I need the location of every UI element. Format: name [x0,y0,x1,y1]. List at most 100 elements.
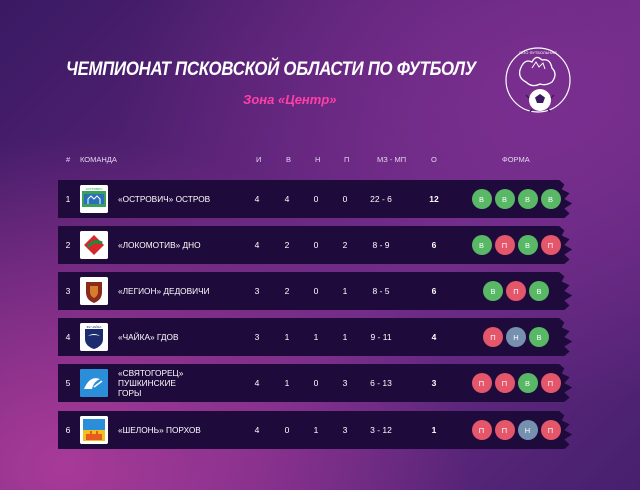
team-name: «ЛЕГИОН» ДЕДОВИЧИ [118,272,238,310]
table-row: 1 ОСТРОВИЧ «ОСТРОВИЧ» ОСТРОВ 4 4 0 0 22 - 6 12 В В… [58,180,580,218]
col-played: И [256,155,262,164]
position: 5 [65,378,71,388]
col-pos: # [66,155,71,164]
played: 3 [254,332,260,342]
col-team: КОМАНДА [80,155,117,164]
lost: 0 [342,194,348,204]
col-form: ФОРМА [502,155,530,164]
team-logo-label: ФК ЧАЙКА [87,325,102,329]
form-result-badge: В [471,189,492,209]
drawn: 0 [313,240,319,250]
team-logo: ОСТРОВИЧ [80,185,108,213]
header: ЧЕМПИОНАТ ПСКОВСКОЙ ОБЛАСТИ ПО ФУТБОЛУ З… [0,0,640,130]
form-result-badge: П [540,420,561,440]
form-result-badge: П [483,327,503,347]
won: 2 [284,240,290,250]
position: 2 [65,240,71,250]
row-background [58,272,573,310]
form-result-badge: В [540,189,561,209]
won: 1 [284,378,290,388]
form-result-badge: П [471,373,492,393]
form-result-badge: В [529,327,549,347]
goals: 8 - 9 [372,240,390,250]
team-name-text: «ЛЕГИОН» ДЕДОВИЧИ [118,286,210,296]
logo-text: ПОО ФУТБОЛЬНАЯ [519,50,557,55]
drawn: 0 [313,378,319,388]
goals: 3 - 12 [370,425,392,435]
team-name-text: «ШЕЛОНЬ» ПОРХОВ [118,425,201,435]
team-name: «ЧАЙКА» ГДОВ [118,318,238,356]
won: 1 [284,332,290,342]
position: 3 [65,286,71,296]
team-name-line2: ГОРЫ [118,388,142,398]
drawn: 0 [313,194,319,204]
team-logo: ФК ЧАЙКА [80,323,108,351]
played: 4 [254,240,260,250]
lost: 2 [342,240,348,250]
points: 1 [431,425,437,435]
team-name: «ШЕЛОНЬ» ПОРХОВ [118,411,238,449]
drawn: 1 [313,332,319,342]
col-drawn: Н [315,155,321,164]
points: 3 [431,378,437,388]
table-row: 6 «ШЕЛОНЬ» ПОРХОВ 4 0 1 3 3 - 12 1 П П Н П [58,411,580,449]
points: 6 [431,286,437,296]
position: 4 [65,332,71,342]
goals: 9 - 11 [370,332,392,342]
played: 4 [254,425,260,435]
team-name-text: «ОСТРОВИЧ» ОСТРОВ [118,194,211,204]
table-row: 4 ФК ЧАЙКА «ЧАЙКА» ГДОВ 3 1 1 1 9 - 11 4 П Н В [58,318,580,356]
goals: 6 - 13 [370,378,392,388]
form-result-badge: Н [517,420,538,440]
played: 3 [254,286,260,296]
goals: 22 - 6 [370,194,392,204]
team-logo [80,416,108,444]
won: 0 [284,425,290,435]
team-logo-label: ОСТРОВИЧ [86,187,103,191]
form-result-badge: П [540,373,561,393]
team-logo [80,231,108,259]
form-result-badge: В [517,189,538,209]
team-name: «ОСТРОВИЧ» ОСТРОВ [118,180,238,218]
team-name: «СВЯТОГОРЕЦ» ПУШКИНСКИЕ ГОРЫ [118,364,238,402]
form-result-badge: В [517,373,538,393]
team-name-text: «СВЯТОГОРЕЦ» ПУШКИНСКИЕ [118,368,184,388]
team-name-text: «ЛОКОМОТИВ» ДНО [118,240,201,250]
col-points: О [431,155,437,164]
form-result-badge: П [494,420,515,440]
lost: 1 [342,286,348,296]
lost: 1 [342,332,348,342]
page-subtitle: Зона «Центр» [243,92,337,107]
team-name-text: «ЧАЙКА» ГДОВ [118,332,179,342]
table-header: # КОМАНДА И В Н П МЗ - МП О ФОРМА [0,155,640,169]
goals: 8 - 5 [372,286,390,296]
federation-logo: ПОО ФУТБОЛЬНАЯ [505,47,571,113]
team-name: «ЛОКОМОТИВ» ДНО [118,226,238,264]
drawn: 0 [313,286,319,296]
form-result-badge: В [517,235,538,255]
form-result-badge: П [494,235,515,255]
form-result-badge: П [494,373,515,393]
won: 4 [284,194,290,204]
lost: 3 [342,378,348,388]
points: 12 [429,194,439,204]
drawn: 1 [313,425,319,435]
lost: 3 [342,425,348,435]
played: 4 [254,378,260,388]
position: 1 [65,194,71,204]
form-result-badge: П [506,281,526,301]
form-result-badge: В [483,281,503,301]
team-logo [80,277,108,305]
form-result-badge: Н [506,327,526,347]
page-title: ЧЕМПИОНАТ ПСКОВСКОЙ ОБЛАСТИ ПО ФУТБОЛУ [66,58,476,80]
form-result-badge: В [471,235,492,255]
table-row: 5 «СВЯТОГОРЕЦ» ПУШКИНСКИЕ ГОРЫ 4 1 0 3 6 - 13 3 П… [58,364,580,402]
played: 4 [254,194,260,204]
